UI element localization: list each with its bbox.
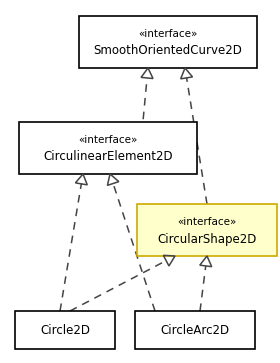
Text: CirculinearElement2D: CirculinearElement2D bbox=[43, 151, 173, 163]
Bar bbox=[15, 311, 115, 349]
Text: Circle2D: Circle2D bbox=[40, 323, 90, 337]
Bar bbox=[79, 16, 257, 68]
Bar bbox=[137, 204, 277, 256]
Bar bbox=[135, 311, 255, 349]
Text: «interface»: «interface» bbox=[177, 217, 237, 227]
Text: CircularShape2D: CircularShape2D bbox=[157, 232, 257, 245]
Bar bbox=[19, 122, 197, 174]
Text: CircleArc2D: CircleArc2D bbox=[160, 323, 230, 337]
Text: SmoothOrientedCurve2D: SmoothOrientedCurve2D bbox=[94, 45, 242, 57]
Text: «interface»: «interface» bbox=[78, 135, 138, 145]
Text: «interface»: «interface» bbox=[138, 29, 198, 39]
